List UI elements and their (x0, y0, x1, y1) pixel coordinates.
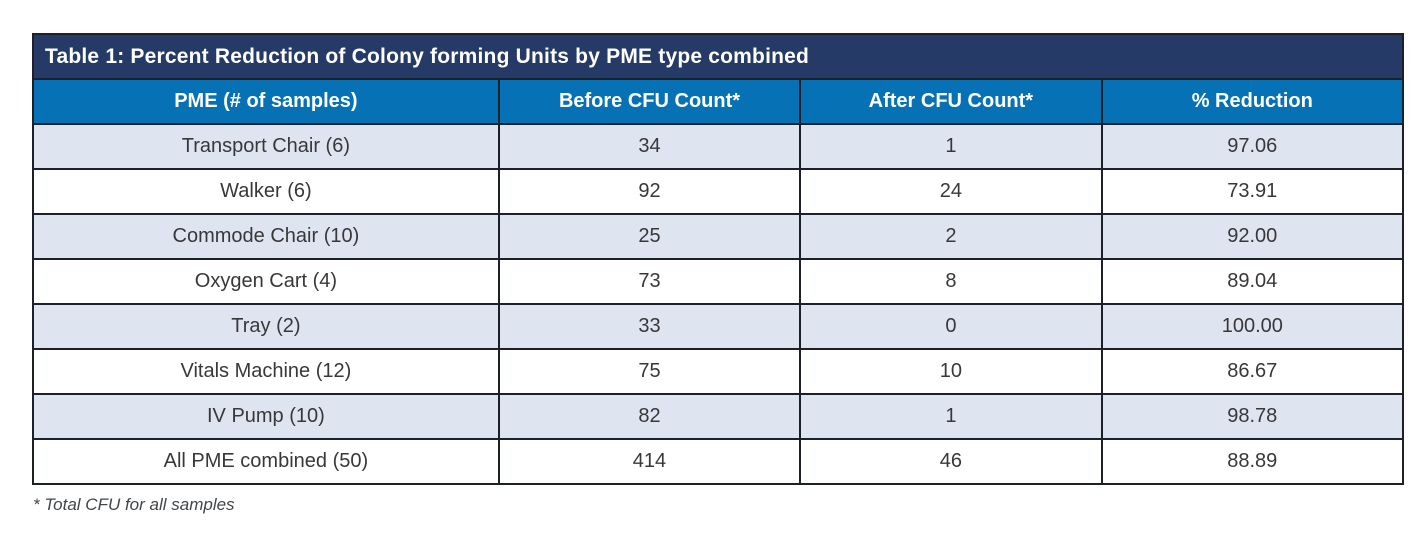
table-row: Tray (2) 33 0 100.00 (32, 303, 1405, 350)
pct-reduction-cell: 86.67 (1100, 348, 1405, 395)
header-row: PME (# of samples) Before CFU Count* Aft… (32, 78, 1405, 125)
before-cfu-cell: 73 (497, 258, 802, 305)
before-cfu-cell: 34 (497, 123, 802, 170)
pme-type-cell: IV Pump (10) (32, 393, 500, 440)
pct-reduction-cell: 100.00 (1100, 303, 1405, 350)
after-cfu-cell: 0 (799, 303, 1103, 350)
col-header-pme: PME (# of samples) (32, 78, 500, 125)
col-header-before-cfu: Before CFU Count* (497, 78, 802, 125)
pme-reduction-table: PME (# of samples) Before CFU Count* Aft… (32, 78, 1405, 485)
table-1-card: Table 1: Percent Reduction of Colony for… (32, 33, 1405, 485)
table-row: Transport Chair (6) 34 1 97.06 (32, 123, 1405, 170)
after-cfu-cell: 1 (799, 123, 1103, 170)
pct-reduction-cell: 88.89 (1100, 438, 1405, 485)
pct-reduction-cell: 73.91 (1100, 168, 1405, 215)
table-body: Transport Chair (6) 34 1 97.06 Walker (6) 92 2… (32, 123, 1405, 485)
before-cfu-cell: 25 (497, 213, 802, 260)
table-footnote: * Total CFU for all samples (33, 495, 235, 514)
table-title: Table 1: Percent Reduction of Colony for… (45, 45, 810, 68)
after-cfu-cell: 8 (799, 258, 1103, 305)
pct-reduction-cell: 97.06 (1100, 123, 1405, 170)
pct-reduction-cell: 98.78 (1100, 393, 1405, 440)
table-row: IV Pump (10) 82 1 98.78 (32, 393, 1405, 440)
pme-type-cell: Tray (2) (32, 303, 500, 350)
before-cfu-cell: 414 (497, 438, 802, 485)
pme-type-cell: Vitals Machine (12) (32, 348, 500, 395)
pct-reduction-cell: 89.04 (1100, 258, 1405, 305)
pme-type-cell: Walker (6) (32, 168, 500, 215)
before-cfu-cell: 33 (497, 303, 802, 350)
before-cfu-cell: 92 (497, 168, 802, 215)
table-row: Vitals Machine (12) 75 10 86.67 (32, 348, 1405, 395)
after-cfu-cell: 46 (799, 438, 1103, 485)
after-cfu-cell: 1 (799, 393, 1103, 440)
pme-type-cell: Transport Chair (6) (32, 123, 500, 170)
table-row: Commode Chair (10) 25 2 92.00 (32, 213, 1405, 260)
pct-reduction-cell: 92.00 (1100, 213, 1405, 260)
after-cfu-cell: 10 (799, 348, 1103, 395)
table-row: Walker (6) 92 24 73.91 (32, 168, 1405, 215)
pme-type-cell: All PME combined (50) (32, 438, 500, 485)
table-title-bar: Table 1: Percent Reduction of Colony for… (32, 33, 1404, 78)
before-cfu-cell: 75 (497, 348, 802, 395)
after-cfu-cell: 24 (799, 168, 1103, 215)
pme-type-cell: Commode Chair (10) (32, 213, 500, 260)
table-row: Oxygen Cart (4) 73 8 89.04 (32, 258, 1405, 305)
after-cfu-cell: 2 (799, 213, 1103, 260)
col-header-pct-reduction: % Reduction (1100, 78, 1405, 125)
before-cfu-cell: 82 (497, 393, 802, 440)
pme-type-cell: Oxygen Cart (4) (32, 258, 500, 305)
table-row: All PME combined (50) 414 46 88.89 (32, 438, 1405, 485)
col-header-after-cfu: After CFU Count* (799, 78, 1103, 125)
